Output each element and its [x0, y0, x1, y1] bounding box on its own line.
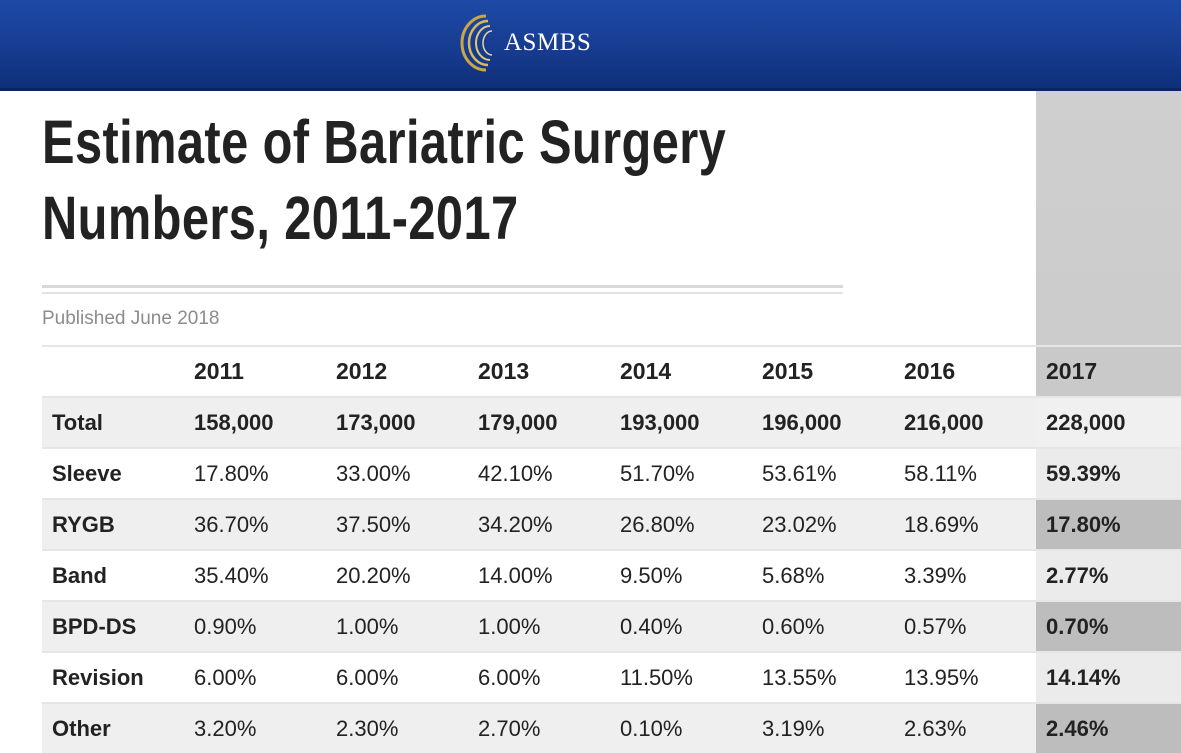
table-cell: 0.90%	[184, 600, 326, 652]
table-row-revision: Revision 6.00% 6.00% 6.00% 11.50% 13.55%…	[42, 651, 1181, 703]
table-cell: 193,000	[610, 396, 752, 448]
row-label: Band	[42, 549, 184, 601]
divider-top	[42, 285, 843, 288]
table-cell: 1.00%	[326, 600, 468, 652]
table-row-rygb: RYGB 36.70% 37.50% 34.20% 26.80% 23.02% …	[42, 498, 1181, 550]
table-row-total: Total 158,000 173,000 179,000 193,000 19…	[42, 396, 1181, 448]
row-label: BPD-DS	[42, 600, 184, 652]
table-cell: 158,000	[184, 396, 326, 448]
column-header-2015: 2015	[752, 345, 894, 397]
column-header-blank	[42, 345, 184, 397]
table-cell: 6.00%	[326, 651, 468, 703]
table-cell: 0.10%	[610, 702, 752, 753]
table-cell: 23.02%	[752, 498, 894, 550]
row-label: Other	[42, 702, 184, 753]
surgery-numbers-table: 2011 2012 2013 2014 2015 2016 2017 Total…	[42, 345, 1181, 753]
table-cell: 3.39%	[894, 549, 1036, 601]
row-label: Total	[42, 396, 184, 448]
table-cell: 2.30%	[326, 702, 468, 753]
table-cell: 5.68%	[752, 549, 894, 601]
divider-bottom	[42, 292, 843, 294]
column-header-2014: 2014	[610, 345, 752, 397]
column-header-2012: 2012	[326, 345, 468, 397]
table-cell-highlight: 17.80%	[1036, 498, 1181, 550]
table-cell: 1.00%	[468, 600, 610, 652]
table-cell: 37.50%	[326, 498, 468, 550]
title-line-1: Estimate of Bariatric Surgery	[42, 108, 727, 176]
published-date: Published June 2018	[42, 308, 220, 329]
table-cell: 6.00%	[468, 651, 610, 703]
row-label: Revision	[42, 651, 184, 703]
table-cell-highlight: 2.77%	[1036, 549, 1181, 601]
table-cell: 11.50%	[610, 651, 752, 703]
table-cell: 53.61%	[752, 447, 894, 499]
table-cell: 34.20%	[468, 498, 610, 550]
table-cell: 13.55%	[752, 651, 894, 703]
table-cell: 20.20%	[326, 549, 468, 601]
table-cell: 33.00%	[326, 447, 468, 499]
concentric-arcs-logo-icon	[460, 14, 493, 72]
table-cell: 216,000	[894, 396, 1036, 448]
table-cell: 0.57%	[894, 600, 1036, 652]
asmbs-logo: ASMBS	[456, 10, 591, 76]
title-line-2: Numbers, 2011-2017	[42, 184, 519, 252]
table-cell-highlight: 228,000	[1036, 396, 1181, 448]
table-row-bpd-ds: BPD-DS 0.90% 1.00% 1.00% 0.40% 0.60% 0.5…	[42, 600, 1181, 652]
table-cell: 51.70%	[610, 447, 752, 499]
table-cell: 9.50%	[610, 549, 752, 601]
table-cell: 196,000	[752, 396, 894, 448]
table-cell: 58.11%	[894, 447, 1036, 499]
table-cell: 173,000	[326, 396, 468, 448]
column-header-2013: 2013	[468, 345, 610, 397]
table-cell: 0.40%	[610, 600, 752, 652]
table-cell: 3.20%	[184, 702, 326, 753]
logo-text: ASMBS	[504, 29, 592, 56]
table-cell: 14.00%	[468, 549, 610, 601]
table-cell: 179,000	[468, 396, 610, 448]
table-header-row: 2011 2012 2013 2014 2015 2016 2017	[42, 345, 1181, 397]
column-header-2017: 2017	[1036, 345, 1181, 397]
table-cell-highlight: 2.46%	[1036, 702, 1181, 753]
page-title: Estimate of Bariatric Surgery Numbers, 2…	[42, 104, 762, 256]
table-cell: 0.60%	[752, 600, 894, 652]
table-cell-highlight: 14.14%	[1036, 651, 1181, 703]
table-row-band: Band 35.40% 20.20% 14.00% 9.50% 5.68% 3.…	[42, 549, 1181, 601]
table-cell: 3.19%	[752, 702, 894, 753]
table-cell-highlight: 59.39%	[1036, 447, 1181, 499]
column-header-2016: 2016	[894, 345, 1036, 397]
table-cell: 36.70%	[184, 498, 326, 550]
table-cell: 6.00%	[184, 651, 326, 703]
row-label: RYGB	[42, 498, 184, 550]
header-bar: ASMBS	[0, 0, 1181, 91]
table-row-other: Other 3.20% 2.30% 2.70% 0.10% 3.19% 2.63…	[42, 702, 1181, 753]
table-cell: 26.80%	[610, 498, 752, 550]
table-cell: 13.95%	[894, 651, 1036, 703]
table-cell: 42.10%	[468, 447, 610, 499]
table-cell-highlight: 0.70%	[1036, 600, 1181, 652]
table-cell: 2.63%	[894, 702, 1036, 753]
table-row-sleeve: Sleeve 17.80% 33.00% 42.10% 51.70% 53.61…	[42, 447, 1181, 499]
table-cell: 17.80%	[184, 447, 326, 499]
table-cell: 2.70%	[468, 702, 610, 753]
table-cell: 18.69%	[894, 498, 1036, 550]
column-header-2011: 2011	[184, 345, 326, 397]
row-label: Sleeve	[42, 447, 184, 499]
table-cell: 35.40%	[184, 549, 326, 601]
